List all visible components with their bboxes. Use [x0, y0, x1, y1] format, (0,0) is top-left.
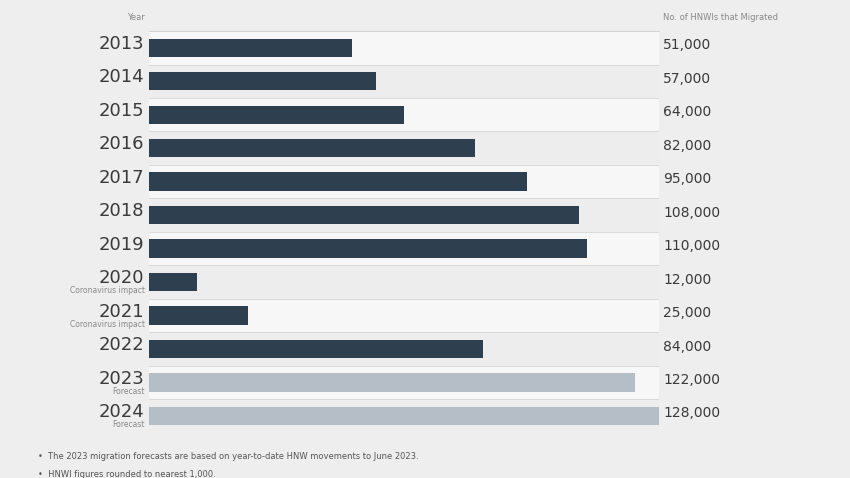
FancyBboxPatch shape	[149, 131, 659, 165]
FancyBboxPatch shape	[149, 265, 659, 299]
Text: 2021: 2021	[99, 303, 144, 321]
Text: 128,000: 128,000	[663, 406, 720, 421]
FancyBboxPatch shape	[149, 165, 659, 198]
Bar	[149, 407, 659, 425]
Text: Year: Year	[127, 13, 144, 22]
Text: Coronavirus impact: Coronavirus impact	[70, 286, 144, 295]
Text: •  The 2023 migration forecasts are based on year-to-date HNW movements to June : • The 2023 migration forecasts are based…	[38, 452, 419, 461]
Text: 2013: 2013	[99, 35, 144, 53]
Bar	[149, 106, 404, 124]
Bar	[149, 373, 635, 391]
Text: 2024: 2024	[99, 403, 144, 421]
Text: 57,000: 57,000	[663, 72, 711, 86]
Text: •  HNWI figures rounded to nearest 1,000.: • HNWI figures rounded to nearest 1,000.	[38, 470, 216, 478]
Text: 2019: 2019	[99, 236, 144, 254]
Bar	[149, 340, 484, 358]
FancyBboxPatch shape	[149, 232, 659, 265]
Text: 2020: 2020	[99, 269, 144, 287]
Bar	[149, 239, 587, 258]
Text: Forecast: Forecast	[112, 387, 144, 395]
Text: 122,000: 122,000	[663, 373, 720, 387]
Text: 2016: 2016	[99, 135, 144, 153]
Text: 110,000: 110,000	[663, 239, 720, 253]
Bar	[149, 72, 376, 90]
Text: Forecast: Forecast	[112, 420, 144, 429]
Bar	[149, 173, 527, 191]
FancyBboxPatch shape	[149, 65, 659, 98]
FancyBboxPatch shape	[149, 31, 659, 65]
Text: 64,000: 64,000	[663, 105, 711, 120]
Text: 12,000: 12,000	[663, 272, 711, 287]
Text: 51,000: 51,000	[663, 38, 711, 53]
Text: 2015: 2015	[99, 102, 144, 120]
Bar	[149, 273, 196, 291]
Text: 108,000: 108,000	[663, 206, 720, 220]
Text: 2022: 2022	[99, 336, 144, 354]
Text: 82,000: 82,000	[663, 139, 711, 153]
FancyBboxPatch shape	[149, 399, 659, 433]
Bar	[149, 206, 579, 224]
FancyBboxPatch shape	[149, 198, 659, 232]
Text: 2017: 2017	[99, 169, 144, 187]
FancyBboxPatch shape	[149, 299, 659, 332]
Bar	[149, 39, 352, 57]
Bar	[149, 139, 475, 157]
FancyBboxPatch shape	[149, 332, 659, 366]
Bar	[149, 306, 248, 325]
Text: 95,000: 95,000	[663, 172, 711, 186]
Text: 25,000: 25,000	[663, 306, 711, 320]
Text: 2018: 2018	[99, 202, 144, 220]
Text: 2014: 2014	[99, 68, 144, 87]
FancyBboxPatch shape	[149, 366, 659, 399]
Text: 2023: 2023	[99, 369, 144, 388]
Text: 84,000: 84,000	[663, 339, 711, 354]
FancyBboxPatch shape	[149, 98, 659, 131]
Text: Coronavirus impact: Coronavirus impact	[70, 320, 144, 328]
Text: No. of HNWIs that Migrated: No. of HNWIs that Migrated	[663, 13, 778, 22]
